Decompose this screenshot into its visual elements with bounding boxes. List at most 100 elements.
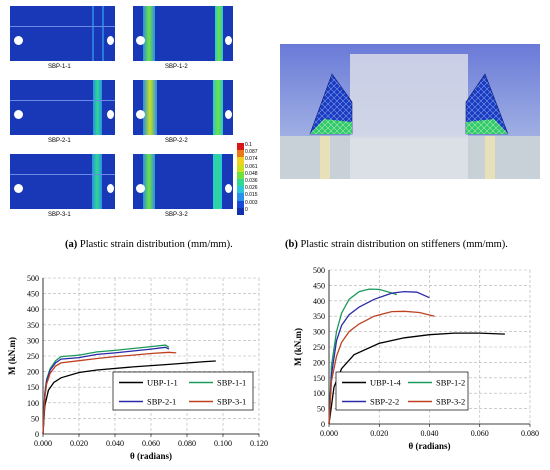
- colorbar-label: 0.048: [245, 170, 258, 177]
- moment-rotation-chart-1: 0 50 100 150 200 250 300 350 400 450 500 0.000 0.020…: [7, 274, 268, 461]
- colorbar-label: 0.074: [245, 156, 258, 163]
- y-axis-label: M (kN.m): [7, 337, 17, 375]
- stiffener-render: [280, 44, 540, 179]
- bolt-hole: [107, 184, 114, 193]
- caption-a-tag: (a): [65, 239, 78, 250]
- x-axis-label: θ (radians): [130, 451, 172, 461]
- series-line-sbp-2-2: [328, 290, 430, 425]
- plate-edge: [10, 26, 115, 27]
- y-tick-label: 450: [27, 290, 39, 299]
- bolt-hole: [136, 36, 145, 45]
- legend-label: UBP-1-1: [147, 378, 178, 388]
- contour-panel-sbp-3-2: [133, 154, 233, 209]
- stiffener-right-strain: [466, 119, 508, 134]
- x-tick-label: 0.080: [178, 439, 196, 448]
- x-tick-label: 0.000: [34, 439, 52, 448]
- bolt-hole: [136, 184, 145, 193]
- series-line-ubp-1-1: [42, 360, 216, 435]
- caption-b-text: Plastic strain distribution on stiffener…: [297, 239, 508, 250]
- colorbar-swatch: [237, 143, 244, 151]
- y-axis-label: M (kN.m): [293, 328, 303, 366]
- x-axis-label: θ (radians): [409, 441, 451, 451]
- legend-label: SBP-2-1: [147, 397, 176, 407]
- colorbar-label: 0.036: [245, 178, 258, 184]
- colorbar-label: 0.087: [245, 149, 258, 156]
- bolt-hole: [225, 184, 232, 193]
- x-tick-label: 0.120: [250, 439, 268, 448]
- x-tick-label: 0.060: [471, 429, 489, 438]
- y-tick-label: 150: [313, 374, 325, 383]
- x-tick-label: 0.000: [320, 429, 338, 438]
- legend-label: SBP-2-2: [370, 397, 399, 407]
- bolt-hole: [14, 184, 23, 193]
- bolt-hole: [136, 110, 145, 119]
- bolt-hole: [14, 110, 23, 119]
- bolt-hole: [107, 110, 114, 119]
- colorbar-label: 0.061: [245, 163, 258, 170]
- panel-label: SBP-2-2: [165, 138, 188, 144]
- plate-edge: [10, 100, 115, 101]
- y-tick-label: 400: [313, 297, 325, 306]
- legend: UBP-1-4 SBP-1-2 SBP-2-2 SBP-3-2: [335, 371, 469, 411]
- x-tick-label: 0.040: [421, 429, 439, 438]
- panel-label: SBP-2-1: [48, 138, 71, 144]
- strain-band: [92, 154, 102, 209]
- y-tick-label: 450: [313, 281, 325, 290]
- panel-label: SBP-3-1: [48, 212, 71, 218]
- legend-label: SBP-1-2: [436, 378, 465, 388]
- column-body: [350, 54, 468, 138]
- y-tick-label: 350: [313, 312, 325, 321]
- plate-edge: [10, 174, 115, 175]
- colorbar-label: 0.015: [245, 192, 258, 199]
- y-tick-label: 100: [27, 399, 39, 408]
- stiffener-line: [102, 6, 104, 61]
- y-tick-label: 200: [313, 358, 325, 367]
- bolt-left: [320, 136, 330, 179]
- panel-label: SBP-1-2: [165, 64, 188, 70]
- bolt-hole: [225, 36, 232, 45]
- colorbar-swatch: [237, 171, 244, 179]
- series-line-sbp-3-1: [42, 351, 177, 435]
- legend-label: SBP-1-1: [217, 378, 246, 388]
- colorbar-swatch: [237, 150, 244, 158]
- strain-band: [143, 154, 155, 209]
- y-tick-label: 500: [313, 266, 325, 275]
- strain-band: [213, 154, 222, 209]
- contour-panel-sbp-2-2: [133, 80, 233, 135]
- moment-rotation-chart-2: 0 50 100 150 200 250 300 350 400 450 500 0.000 0.020…: [293, 266, 539, 451]
- y-tick-label: 0: [35, 430, 39, 439]
- legend-label: UBP-1-4: [370, 378, 401, 388]
- y-tick-label: 400: [27, 305, 39, 314]
- x-tick-label: 0.020: [370, 429, 388, 438]
- y-tick-label: 350: [27, 321, 39, 330]
- stiffener-line: [92, 6, 94, 61]
- series-line-sbp-1-2: [328, 288, 397, 425]
- stiffener-left-strain: [310, 119, 352, 134]
- y-tick-label: 50: [317, 405, 325, 414]
- contour-panel-sbp-2-1: [10, 80, 115, 135]
- caption-a-text: Plastic strain distribution (mm/mm).: [77, 239, 233, 250]
- y-tick-label: 500: [27, 274, 39, 283]
- y-tick-label: 300: [313, 328, 325, 337]
- colorbar-label: 0: [245, 206, 248, 213]
- colorbar-swatch: [237, 157, 244, 165]
- colorbar-swatch: [237, 186, 244, 194]
- colorbar-swatch: [237, 207, 244, 215]
- bolt-hole: [107, 36, 114, 45]
- colorbar-label: 0.1: [245, 142, 252, 148]
- bolt-hole: [225, 110, 232, 119]
- contour-panel-sbp-1-2: [133, 6, 233, 61]
- colorbar-swatch: [237, 193, 244, 201]
- colorbar-swatch: [237, 179, 244, 187]
- legend-label: SBP-3-2: [436, 397, 465, 407]
- y-tick-label: 50: [31, 414, 39, 423]
- y-tick-label: 300: [27, 336, 39, 345]
- colorbar-swatch: [237, 200, 244, 208]
- contour-panel-sbp-1-1: [10, 6, 115, 61]
- bolt-hole: [14, 36, 23, 45]
- x-tick-label: 0.080: [521, 429, 539, 438]
- strain-band: [143, 6, 155, 61]
- caption-b: (b) Plastic strain distribution on stiff…: [285, 239, 508, 250]
- caption-b-tag: (b): [285, 239, 298, 250]
- strain-band: [213, 80, 223, 135]
